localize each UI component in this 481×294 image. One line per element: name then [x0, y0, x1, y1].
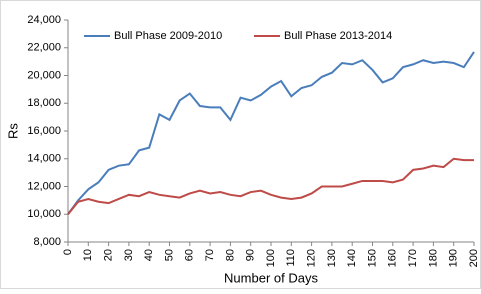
y-tick-label: 20,000: [27, 69, 61, 81]
y-tick-label: 12,000: [27, 180, 61, 192]
x-tick-label: 170: [407, 249, 419, 267]
y-axis-label: Rs: [5, 123, 20, 139]
x-tick-label: 200: [468, 249, 480, 267]
x-tick-label: 50: [163, 249, 175, 261]
line-series: [67, 51, 475, 215]
x-tick-label: 10: [82, 249, 94, 261]
x-tick-label: 130: [326, 249, 338, 267]
legend-label: Bull Phase 2009-2010: [114, 30, 222, 42]
x-tick-label: 140: [346, 249, 358, 267]
y-tick-label: 8,000: [33, 236, 61, 248]
y-tick-label: 22,000: [27, 42, 61, 54]
x-tick-label: 0: [62, 249, 74, 255]
x-tick-label: 150: [366, 249, 378, 267]
legend-label: Bull Phase 2013-2014: [284, 30, 392, 42]
y-tick-label: 16,000: [27, 125, 61, 137]
x-tick-label: 60: [184, 249, 196, 261]
x-tick-label: 70: [204, 249, 216, 261]
x-tick-label: 40: [143, 249, 155, 261]
x-tick-label: 180: [427, 249, 439, 267]
y-tick-label: 24,000: [27, 14, 61, 26]
y-tick-label: 18,000: [27, 97, 61, 109]
x-tick-label: 80: [224, 249, 236, 261]
y-tick-label: 10,000: [27, 208, 61, 220]
x-tick-label: 120: [306, 249, 318, 267]
x-tick-label: 100: [265, 249, 277, 267]
line-series: [67, 157, 474, 215]
x-tick-label: 190: [448, 249, 460, 267]
y-tick-label: 14,000: [27, 153, 61, 165]
x-tick-label: 110: [285, 249, 297, 267]
x-tick-label: 20: [103, 249, 115, 261]
x-tick-label: 30: [123, 249, 135, 261]
x-tick-label: 160: [387, 249, 399, 267]
x-tick-label: 90: [245, 249, 257, 261]
x-axis-label: Number of Days: [224, 270, 318, 285]
